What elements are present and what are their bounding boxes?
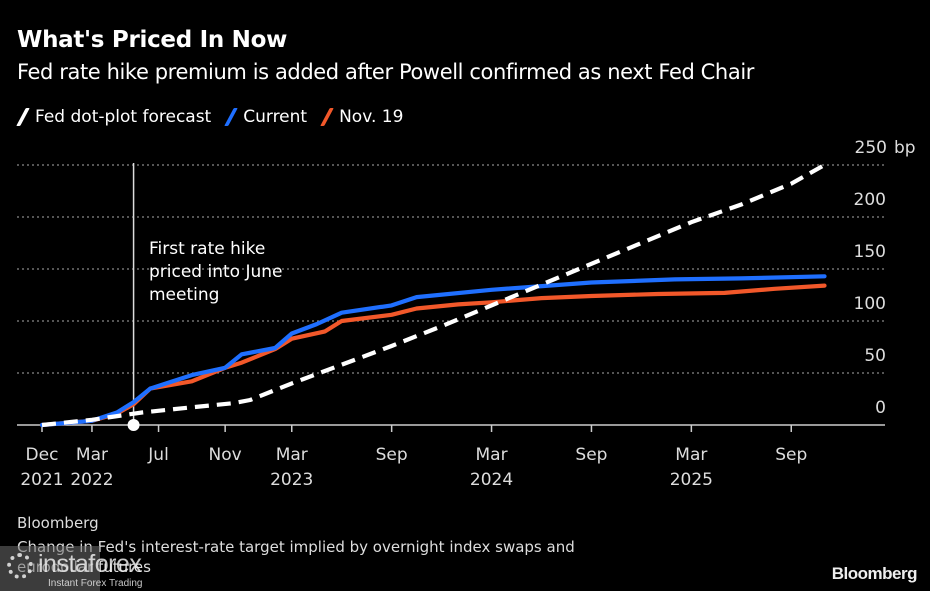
y-axis-unit-label: bp [894, 138, 916, 158]
x-tick-year-label: 2024 [470, 470, 513, 490]
annotation-line: priced into June [149, 262, 283, 282]
y-tick-label: 150 [854, 242, 886, 262]
legend-item-current: Current [224, 107, 308, 127]
series-line-current [39, 274, 827, 428]
footnote-line: Change in Fed's interest-rate target imp… [17, 538, 575, 556]
gear-logo-icon [7, 553, 33, 579]
y-tick-label: 250 [855, 138, 887, 158]
x-tick-year-label: 2023 [270, 470, 313, 490]
legend-label: Nov. 19 [339, 107, 404, 127]
x-tick-label: Sep [575, 445, 607, 465]
x-tick-label: Sep [376, 445, 408, 465]
x-tick-label: Mar [76, 445, 108, 465]
legend: Fed dot-plot forecast Current Nov. 19 [16, 107, 417, 127]
legend-label: Fed dot-plot forecast [35, 107, 212, 127]
x-tick-label: Dec [26, 445, 59, 465]
y-tick-label: 50 [864, 346, 886, 366]
annotation-line: First rate hike [149, 239, 266, 259]
annotation-marker [127, 419, 140, 431]
annotation-line: meeting [149, 285, 220, 305]
y-tick-label: 200 [854, 190, 886, 210]
line-chart: 250 bp 200 150 100 50 0 Dec 2021 Mar 2022 Jul Nov Mar… [17, 138, 916, 490]
x-tick-label: Sep [775, 445, 807, 465]
x-tick-year-label: 2022 [70, 470, 113, 490]
watermark: instaforex Instant Forex Trading [0, 546, 143, 591]
x-tick-year-label: 2025 [670, 470, 713, 490]
chart-title: What's Priced In Now [17, 27, 288, 53]
x-tick-label: Mar [675, 445, 707, 465]
legend-item-dot-plot: Fed dot-plot forecast [16, 107, 212, 127]
series-line-fed-dot-plot-forecast [41, 163, 826, 428]
source-label: Bloomberg [17, 514, 99, 532]
legend-item-nov19: Nov. 19 [320, 107, 404, 127]
watermark-logo: instaforex [38, 550, 142, 578]
watermark-tagline: Instant Forex Trading [48, 578, 143, 589]
x-tick-label: Mar [476, 445, 508, 465]
chart-subtitle: Fed rate hike premium is added after Pow… [17, 60, 754, 84]
x-tick-year-label: 2021 [20, 470, 63, 490]
y-tick-label: 100 [854, 294, 886, 314]
x-tick-label: Mar [276, 445, 308, 465]
annotation-text: First rate hike priced into June meeting [149, 238, 283, 307]
x-tick-label: Nov [209, 445, 242, 465]
legend-label: Current [243, 107, 308, 127]
bloomberg-logo: Bloomberg [831, 564, 918, 583]
y-tick-label: 0 [875, 398, 886, 418]
x-tick-label: Jul [147, 445, 169, 465]
